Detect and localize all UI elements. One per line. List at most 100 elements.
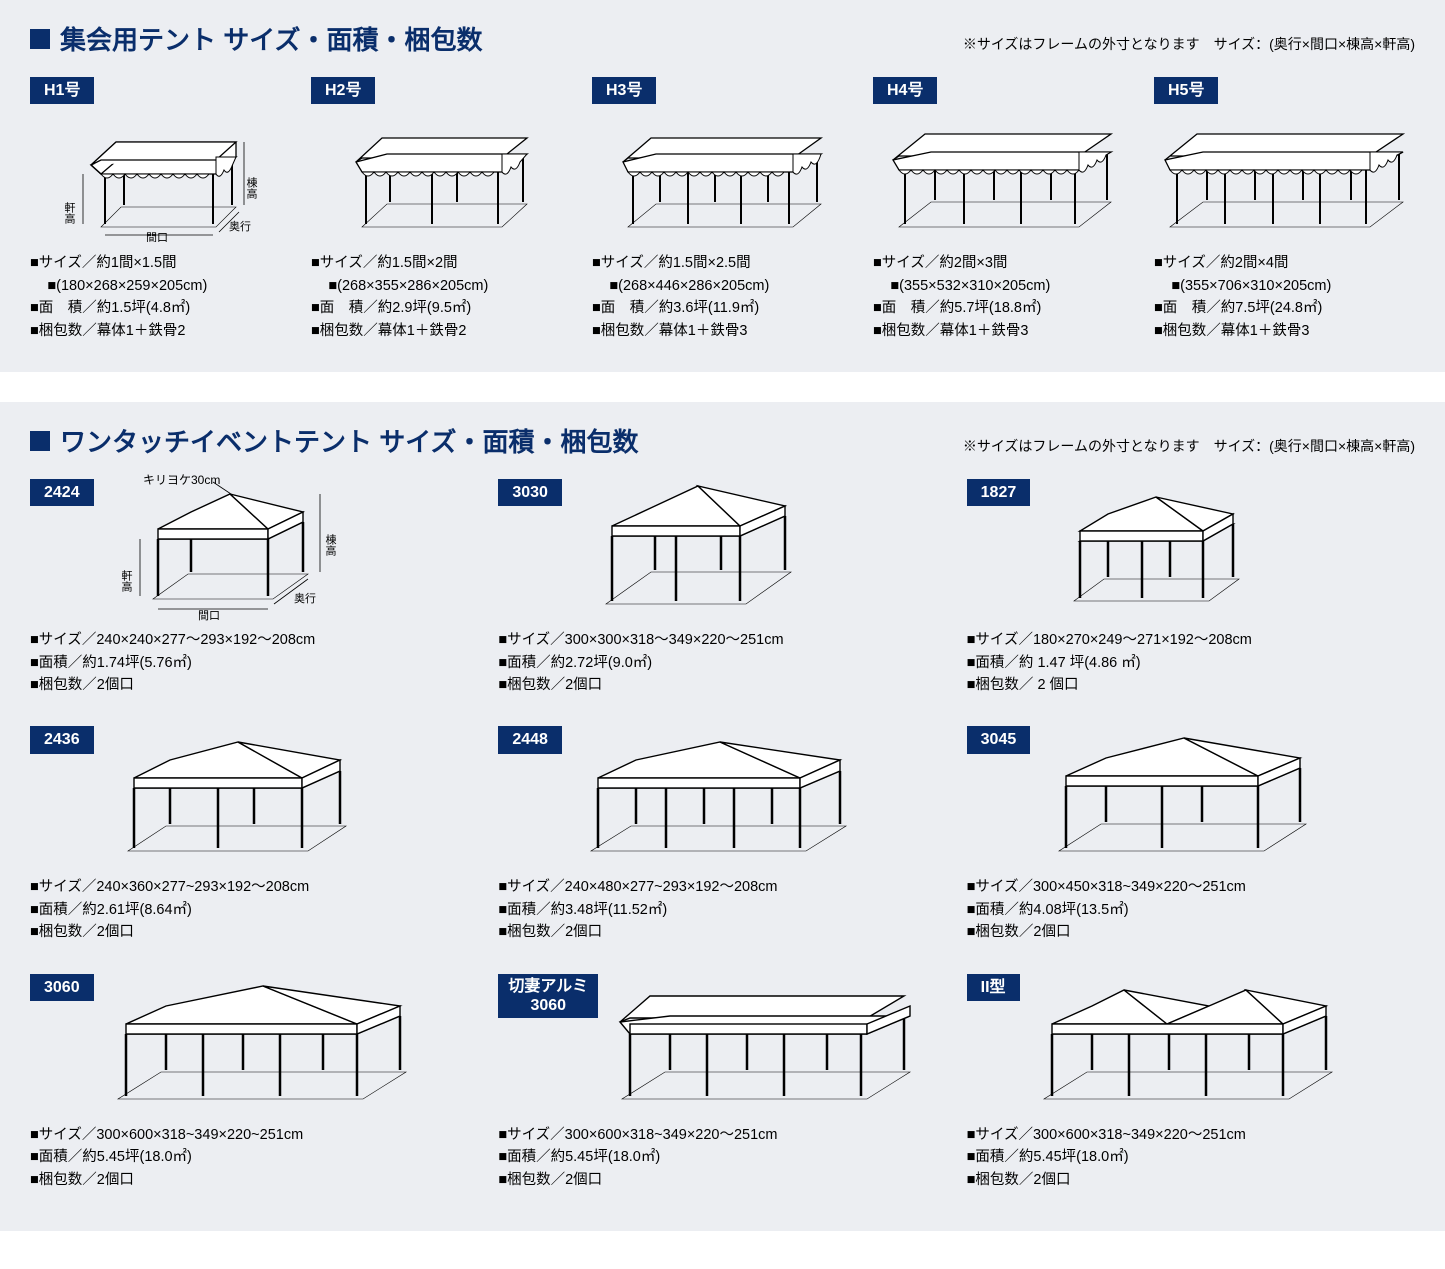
square-bullet-icon [30, 431, 50, 451]
tent-badge: 3030 [498, 479, 562, 506]
spec-area: 面 積／約3.6坪(11.9㎡) [592, 297, 853, 319]
tent-specs: サイズ／300×600×318~349×220〜251cm 面積／約5.45坪(… [498, 1124, 946, 1191]
tent-badge: 2424 [30, 479, 94, 506]
spec-pack: 梱包数／2個口 [967, 1169, 1415, 1191]
tent-illustration [592, 112, 853, 242]
spec-area: 面積／約5.45坪(18.0㎡) [967, 1146, 1415, 1168]
section-note: ※サイズはフレームの外寸となります サイズ：(奥行×間口×棟高×軒高) [963, 34, 1415, 54]
kiriyoke-label: キリヨケ30cm [143, 474, 220, 487]
tent-illustration [98, 726, 378, 866]
square-bullet-icon [30, 29, 50, 49]
tent-specs: サイズ／約1間×1.5間 (180×268×259×205cm) 面 積／約1.… [30, 252, 291, 342]
tent-badge: H3号 [592, 77, 656, 104]
spec-area: 面積／約5.45坪(18.0㎡) [498, 1146, 946, 1168]
tent-specs: サイズ／約1.5間×2.5間 (268×446×286×205cm) 面 積／約… [592, 252, 853, 342]
spec-pack: 梱包数／2個口 [30, 921, 478, 943]
dim-mune: 棟高 [245, 176, 258, 200]
tent-illustration: キリヨケ30cm [98, 479, 358, 619]
section-title: 集会用テント サイズ・面積・梱包数 [30, 20, 482, 57]
tent-cell: 2436 [30, 726, 478, 943]
spec-size: サイズ／300×450×318~349×220〜251cm [967, 876, 1415, 898]
tent-cell: 3045 [967, 726, 1415, 943]
spec-dims: (355×706×310×205cm) [1154, 275, 1415, 297]
tent-illustration [1024, 974, 1354, 1114]
spec-area: 面 積／約7.5坪(24.8㎡) [1154, 297, 1415, 319]
tent-cell: II型 [967, 974, 1415, 1191]
spec-area: 面積／約4.08坪(13.5㎡) [967, 899, 1415, 921]
tent-row: 2424 キリヨケ30cm [30, 479, 1415, 696]
tent-row: 3060 [30, 974, 1415, 1191]
spec-pack: 梱包数／幕体1＋鉄骨3 [1154, 320, 1415, 342]
tent-illustration [1154, 112, 1415, 242]
tent-cell: 3030 [498, 479, 946, 696]
tent-cell: 切妻アルミ 3060 [498, 974, 946, 1191]
spec-area: 面積／約3.48坪(11.52㎡) [498, 899, 946, 921]
spec-area: 面積／約5.45坪(18.0㎡) [30, 1146, 478, 1168]
dim-maguchi: 間口 [146, 231, 168, 242]
section-header: ワンタッチイベントテント サイズ・面積・梱包数 ※サイズはフレームの外寸となりま… [30, 422, 1415, 459]
tent-cell: 1827 [967, 479, 1415, 696]
section-title: ワンタッチイベントテント サイズ・面積・梱包数 [30, 422, 638, 459]
tent-illustration [1034, 479, 1274, 619]
tent-badge: 2436 [30, 726, 94, 753]
dim-maguchi: 間口 [198, 609, 220, 622]
spec-pack: 梱包数／2個口 [30, 674, 478, 696]
spec-pack: 梱包数／2個口 [30, 1169, 478, 1191]
tent-badge: H2号 [311, 77, 375, 104]
spec-size: サイズ／300×300×318〜349×220〜251cm [498, 629, 946, 651]
spec-size: サイズ／約1.5間×2間 [311, 252, 572, 274]
tent-row: H1号 [30, 77, 1415, 342]
tent-illustration: 軒高 棟高 間口 奥行 [30, 112, 291, 242]
spec-pack: 梱包数／幕体1＋鉄骨3 [873, 320, 1134, 342]
spec-pack: 梱包数／幕体1＋鉄骨2 [30, 320, 291, 342]
spec-size: サイズ／約2間×4間 [1154, 252, 1415, 274]
tent-illustration [1034, 726, 1334, 866]
tent-cell: H2号 サイズ／約1.5間×2間 (268×35 [311, 77, 572, 342]
tent-badge: H5号 [1154, 77, 1218, 104]
spec-size: サイズ／240×240×277〜293×192〜208cm [30, 629, 478, 651]
tent-cell: H5号 [1154, 77, 1415, 342]
title-text: 集会用テント サイズ・面積・梱包数 [60, 20, 482, 57]
spec-size: サイズ／300×600×318~349×220〜251cm [498, 1124, 946, 1146]
spec-pack: 梱包数／ 2 個口 [967, 674, 1415, 696]
dim-mune: 棟高 [324, 533, 337, 557]
dim-noki: 軒高 [120, 570, 133, 593]
tent-cell: H1号 [30, 77, 291, 342]
spec-size: サイズ／240×360×277~293×192〜208cm [30, 876, 478, 898]
dim-okuyuki: 奥行 [229, 219, 251, 233]
title-text: ワンタッチイベントテント サイズ・面積・梱包数 [60, 422, 638, 459]
tent-row: 2436 [30, 726, 1415, 943]
tent-badge: II型 [967, 974, 1020, 1001]
tent-specs: サイズ／約2間×3間 (355×532×310×205cm) 面 積／約5.7坪… [873, 252, 1134, 342]
spec-dims: (180×268×259×205cm) [30, 275, 291, 297]
spec-size: サイズ／240×480×277~293×192〜208cm [498, 876, 946, 898]
spec-area: 面積／約2.72坪(9.0㎡) [498, 652, 946, 674]
tent-cell: 2424 キリヨケ30cm [30, 479, 478, 696]
tent-illustration [98, 974, 428, 1114]
spec-size: サイズ／約2間×3間 [873, 252, 1134, 274]
tent-specs: サイズ／300×600×318~349×220〜251cm 面積／約5.45坪(… [967, 1124, 1415, 1191]
spec-area: 面 積／約2.9坪(9.5㎡) [311, 297, 572, 319]
dim-okuyuki: 奥行 [294, 591, 316, 605]
tent-specs: サイズ／約1.5間×2間 (268×355×286×205cm) 面 積／約2.… [311, 252, 572, 342]
tent-specs: サイズ／約2間×4間 (355×706×310×205cm) 面 積／約7.5坪… [1154, 252, 1415, 342]
tent-illustration [602, 974, 932, 1114]
onetouch-grid: 2424 キリヨケ30cm [30, 479, 1415, 1191]
dim-noki: 軒高 [63, 202, 76, 225]
spec-area: 面積／約2.61坪(8.64㎡) [30, 899, 478, 921]
tent-badge: 1827 [967, 479, 1031, 506]
tent-badge: 3060 [30, 974, 94, 1001]
tent-badge: H4号 [873, 77, 937, 104]
spec-size: サイズ／300×600×318~349×220〜251cm [967, 1124, 1415, 1146]
tent-illustration [566, 479, 826, 619]
tent-badge: 2448 [498, 726, 562, 753]
tent-specs: サイズ／300×600×318~349×220~251cm 面積／約5.45坪(… [30, 1124, 478, 1191]
tent-badge: 切妻アルミ 3060 [498, 974, 598, 1018]
spec-pack: 梱包数／幕体1＋鉄骨2 [311, 320, 572, 342]
section-onetouch-tents: ワンタッチイベントテント サイズ・面積・梱包数 ※サイズはフレームの外寸となりま… [0, 402, 1445, 1231]
spec-pack: 梱包数／2個口 [967, 921, 1415, 943]
spec-dims: (355×532×310×205cm) [873, 275, 1134, 297]
spec-pack: 梱包数／幕体1＋鉄骨3 [592, 320, 853, 342]
spec-pack: 梱包数／2個口 [498, 1169, 946, 1191]
tent-specs: サイズ／180×270×249〜271×192〜208cm 面積／約 1.47 … [967, 629, 1415, 696]
